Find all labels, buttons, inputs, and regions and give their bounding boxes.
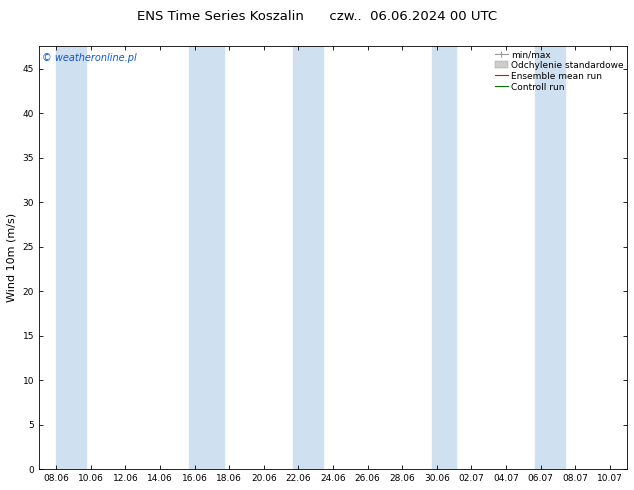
Bar bbox=[190, 47, 224, 469]
Bar bbox=[293, 47, 323, 469]
Legend: min/max, Odchylenie standardowe, Ensemble mean run, Controll run: min/max, Odchylenie standardowe, Ensembl… bbox=[493, 49, 625, 93]
Bar bbox=[535, 47, 565, 469]
Y-axis label: Wind 10m (m/s): Wind 10m (m/s) bbox=[7, 213, 17, 302]
Bar bbox=[432, 47, 456, 469]
Text: © weatheronline.pl: © weatheronline.pl bbox=[42, 53, 136, 63]
Bar bbox=[56, 47, 86, 469]
Text: ENS Time Series Koszalin      czw..  06.06.2024 00 UTC: ENS Time Series Koszalin czw.. 06.06.202… bbox=[137, 10, 497, 23]
